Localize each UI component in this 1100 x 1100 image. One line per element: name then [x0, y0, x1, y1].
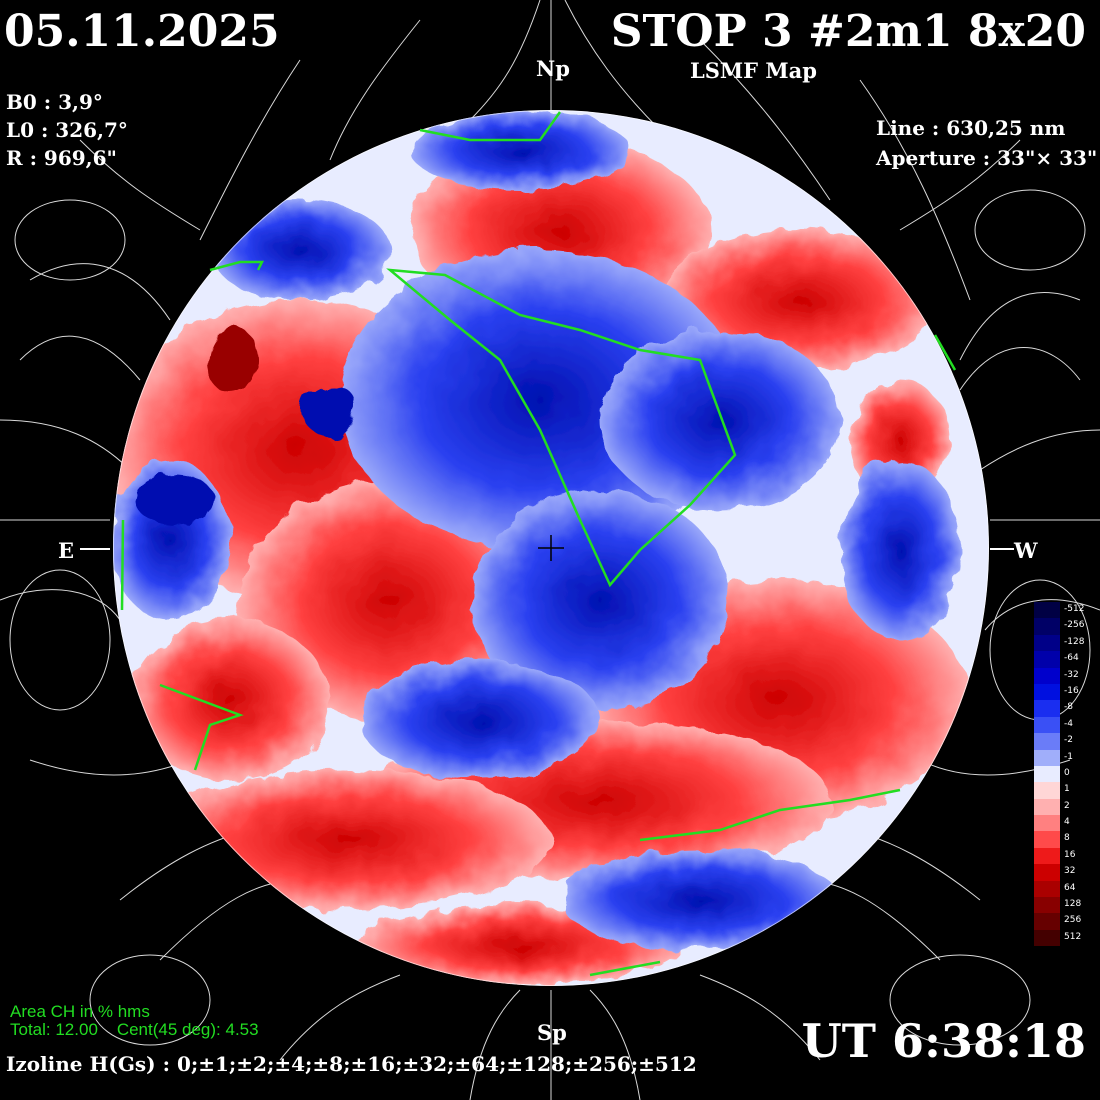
colorbar-label: -4 [1064, 718, 1073, 729]
colorbar-label: -64 [1064, 653, 1079, 664]
colorbar-segment: 256 [1034, 913, 1081, 930]
colorbar-label: 128 [1064, 899, 1082, 910]
colorbar-label: 64 [1064, 882, 1076, 893]
colorbar-segment: 128 [1034, 897, 1081, 914]
aperture: Aperture : 33"× 33" [876, 146, 1098, 170]
colorbar-segment: -512 [1034, 602, 1084, 619]
colorbar-segment: -128 [1034, 634, 1084, 652]
south-pole-label: Sp [537, 1020, 567, 1045]
east-label: E [58, 538, 75, 563]
colorbar-segment: -2 [1034, 733, 1073, 750]
isoline-legend: Izoline H(Gs) : 0;±1;±2;±4;±8;±16;±32;±6… [6, 1052, 697, 1076]
colorbar-label: 4 [1064, 817, 1070, 828]
colorbar: -512 -256 -128 -64 -32 -16 -8 -4 -2 -1 0 1 2 4 8 16 32 64… [1034, 602, 1084, 947]
colorbar-segment: 8 [1034, 831, 1070, 848]
colorbar-label: 512 [1064, 931, 1082, 942]
colorbar-segment: 512 [1034, 929, 1081, 947]
colorbar-segment: -32 [1034, 667, 1079, 684]
ut-time: UT 6:38:18 [801, 1014, 1086, 1068]
colorbar-label: 16 [1064, 849, 1076, 860]
colorbar-segment: -64 [1034, 651, 1079, 668]
colorbar-label: -128 [1064, 636, 1085, 647]
colorbar-label: -512 [1064, 604, 1085, 614]
ch-total: Total: 12.00 [10, 1020, 98, 1039]
map-subtitle: LSMF Map [690, 58, 817, 83]
param-r: R : 969,6" [6, 146, 117, 170]
colorbar-segment: 2 [1034, 798, 1070, 816]
colorbar-segment: 64 [1034, 880, 1075, 898]
disk-center-cross [538, 535, 564, 561]
coronal-hole-outlines [120, 111, 957, 977]
solar-disk [113, 110, 989, 986]
colorbar-label: 256 [1064, 915, 1082, 926]
colorbar-label: 32 [1064, 866, 1076, 877]
colorbar-label: -1 [1064, 751, 1073, 762]
colorbar-segment: 0 [1034, 765, 1070, 783]
colorbar-segment: -4 [1034, 716, 1073, 734]
param-b0: B0 : 3,9° [6, 90, 103, 114]
colorbar-label: -256 [1064, 620, 1085, 631]
ch-area-heading: Area CH in % hms [10, 1002, 150, 1021]
colorbar-segment: 1 [1034, 782, 1070, 799]
colorbar-label: 1 [1064, 784, 1070, 795]
stop-title: STOP 3 #2m1 8x20 [610, 6, 1086, 57]
colorbar-label: -2 [1064, 735, 1073, 746]
colorbar-label: 0 [1064, 767, 1070, 778]
ch-area-values: Total: 12.00 Cent(45 deg): 4.53 [10, 1020, 259, 1040]
colorbar-label: 8 [1064, 833, 1070, 844]
observation-date: 05.11.2025 [4, 6, 280, 57]
ch-central: Cent(45 deg): 4.53 [116, 1020, 259, 1039]
spectral-line: Line : 630,25 nm [876, 116, 1066, 140]
param-l0: L0 : 326,7° [6, 118, 128, 142]
colorbar-label: 2 [1064, 800, 1070, 811]
colorbar-segment: -1 [1034, 749, 1073, 766]
colorbar-label: -32 [1064, 669, 1079, 680]
colorbar-segment: 32 [1034, 864, 1075, 881]
colorbar-label: -8 [1064, 702, 1073, 713]
colorbar-label: -16 [1064, 685, 1079, 696]
colorbar-segment: -8 [1034, 700, 1073, 717]
north-pole-label: Np [536, 56, 570, 81]
colorbar-segment: 16 [1034, 847, 1075, 865]
colorbar-segment: 4 [1034, 815, 1070, 832]
colorbar-segment: -256 [1034, 618, 1084, 635]
west-label: W [1014, 538, 1038, 563]
colorbar-segment: -16 [1034, 683, 1079, 701]
